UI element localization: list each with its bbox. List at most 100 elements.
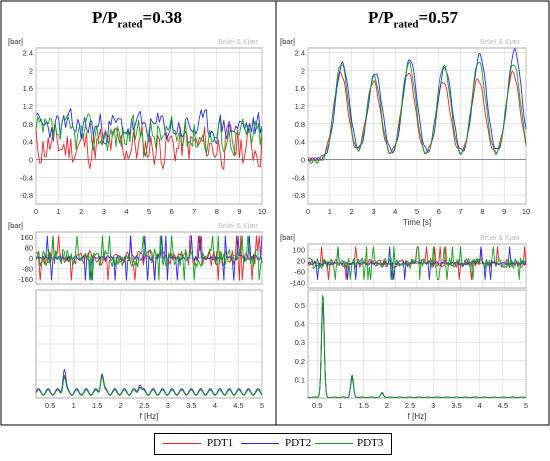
legend-label-pdt1: PDT1 bbox=[207, 437, 234, 449]
y-tick-label: 0 bbox=[301, 155, 305, 164]
watermark-left-top: Brüel & Kjær bbox=[218, 39, 258, 46]
x-tick-label: 7 bbox=[192, 207, 196, 216]
y-tick-label: 2 bbox=[301, 66, 305, 75]
y-tick-label: -0.8 bbox=[292, 191, 305, 200]
y-tick-label: 0.4 bbox=[295, 320, 305, 329]
legend-label-pdt3: PDT3 bbox=[357, 437, 384, 449]
y-tick-label: 2 bbox=[29, 66, 33, 75]
y-tick-label: 1.6 bbox=[295, 84, 305, 93]
x-tick-label: 9 bbox=[237, 207, 241, 216]
x-tick-label: 8 bbox=[215, 207, 219, 216]
series-line-pdt3 bbox=[35, 235, 263, 281]
y-tick-label: 2.4 bbox=[295, 48, 305, 57]
x-tick-label: 1 bbox=[72, 401, 76, 410]
x-tick-label: 2 bbox=[350, 207, 354, 216]
y-tick-label: 20 bbox=[297, 257, 305, 266]
series-line-pdt2 bbox=[307, 246, 527, 281]
y-axis-unit-label: [bar] bbox=[8, 221, 23, 230]
series-line-pdt3 bbox=[35, 375, 263, 396]
x-tick-label: 4.5 bbox=[498, 401, 508, 410]
x-tick-label: 2.5 bbox=[405, 401, 415, 410]
y-tick-label: -140 bbox=[290, 279, 305, 288]
series-line-pdt1 bbox=[307, 70, 527, 162]
series-line-pdt3 bbox=[35, 113, 263, 157]
x-tick-label: 3.5 bbox=[186, 401, 196, 410]
y-tick-label: 0.2 bbox=[295, 357, 305, 366]
series-line-pdt3 bbox=[307, 246, 527, 281]
series-line-pdt3 bbox=[307, 295, 527, 399]
y-tick-label: 0 bbox=[29, 254, 33, 263]
series-line-pdt1 bbox=[35, 122, 263, 170]
y-tick-label: 0.8 bbox=[23, 120, 33, 129]
watermark-right-bottom: Brüel & Kjær bbox=[480, 235, 520, 242]
x-tick-label: 8 bbox=[480, 207, 484, 216]
y-tick-label: 0.4 bbox=[23, 138, 33, 147]
legend-line-pdt2 bbox=[241, 443, 279, 444]
x-tick-label: 0.5 bbox=[312, 401, 322, 410]
y-tick-label: -60 bbox=[294, 268, 305, 277]
x-tick-label: 0 bbox=[34, 207, 38, 216]
legend-label-pdt2: PDT2 bbox=[285, 437, 312, 449]
x-tick-label: 2 bbox=[119, 401, 123, 410]
x-tick-label: 1 bbox=[338, 401, 342, 410]
x-tick-label: 9 bbox=[502, 207, 506, 216]
series-line-pdt2 bbox=[35, 235, 263, 281]
legend: PDT1 PDT2 PDT3 bbox=[154, 433, 392, 455]
x-tick-label: 3 bbox=[166, 401, 170, 410]
x-tick-label: 2 bbox=[79, 207, 83, 216]
y-tick-label: 1.2 bbox=[23, 102, 33, 111]
y-tick-label: 0.8 bbox=[295, 120, 305, 129]
x-tick-label: 3 bbox=[371, 207, 375, 216]
y-tick-label: 1.2 bbox=[295, 102, 305, 111]
x-tick-label: 1.5 bbox=[92, 401, 102, 410]
x-tick-label: 3 bbox=[431, 401, 435, 410]
x-tick-label: 10 bbox=[522, 207, 530, 216]
x-tick-label: 4 bbox=[213, 401, 217, 410]
y-tick-label: -0.4 bbox=[292, 173, 305, 182]
y-axis-unit-label: [bar] bbox=[280, 233, 295, 242]
x-tick-label: 2.5 bbox=[139, 401, 149, 410]
left-panel-title: P/Prated=0.38 bbox=[92, 8, 182, 31]
x-tick-label: 1 bbox=[57, 207, 61, 216]
x-tick-label: 6 bbox=[437, 207, 441, 216]
y-tick-label: 0 bbox=[29, 155, 33, 164]
legend-line-pdt3 bbox=[315, 443, 353, 444]
x-tick-label: 5 bbox=[147, 207, 151, 216]
y-tick-label: 100 bbox=[292, 246, 305, 255]
x-tick-label: 6 bbox=[170, 207, 174, 216]
x-axis-label: Time [s] bbox=[403, 218, 431, 227]
x-tick-label: 0 bbox=[306, 207, 310, 216]
x-tick-label: 4 bbox=[478, 401, 482, 410]
y-tick-label: 160 bbox=[20, 233, 33, 242]
y-axis-unit-label: [bar] bbox=[8, 37, 23, 46]
watermark-left-bottom: Brüel & Kjær bbox=[218, 223, 258, 230]
x-tick-label: 5 bbox=[524, 401, 528, 410]
x-tick-label: 4 bbox=[124, 207, 128, 216]
y-tick-label: 0.4 bbox=[295, 138, 305, 147]
x-axis-label: f [Hz] bbox=[140, 412, 159, 421]
y-axis-unit-label: [bar] bbox=[280, 37, 295, 46]
right-panel-title: P/Prated=0.57 bbox=[368, 8, 458, 31]
y-tick-label: 80 bbox=[25, 244, 33, 253]
y-tick-label: -0.8 bbox=[20, 191, 33, 200]
legend-line-pdt1 bbox=[163, 443, 201, 444]
x-tick-label: 5 bbox=[415, 207, 419, 216]
y-tick-label: 0.3 bbox=[295, 338, 305, 347]
y-tick-label: 2.4 bbox=[23, 48, 33, 57]
x-tick-label: 3.5 bbox=[451, 401, 461, 410]
y-tick-label: -0.4 bbox=[20, 173, 33, 182]
x-axis-label: f [Hz] bbox=[408, 412, 427, 421]
watermark-right-top: Brüel & Kjær bbox=[480, 39, 520, 46]
x-tick-label: 2 bbox=[385, 401, 389, 410]
x-tick-label: 1.5 bbox=[358, 401, 368, 410]
x-tick-label: 5 bbox=[260, 401, 264, 410]
y-tick-label: -80 bbox=[22, 264, 33, 273]
x-tick-label: 3 bbox=[102, 207, 106, 216]
x-tick-label: 0.5 bbox=[45, 401, 55, 410]
x-tick-label: 4 bbox=[393, 207, 397, 216]
y-tick-label: 0.5 bbox=[295, 301, 305, 310]
y-tick-label: 1.6 bbox=[23, 84, 33, 93]
series-line-pdt2 bbox=[307, 48, 527, 162]
outer-frame bbox=[0, 0, 550, 426]
